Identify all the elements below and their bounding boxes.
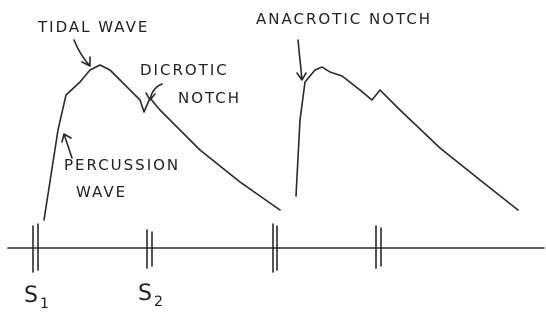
pulse-diagram: TIDAL WAVE DICROTIC NOTCH ANACROTIC NOTC…: [0, 0, 546, 312]
label-anacrotic-notch: ANACROTIC NOTCH: [256, 10, 432, 28]
label-s1: S1: [24, 283, 51, 312]
label-percussion: PERCUSSION: [64, 156, 180, 174]
pulse-wave-2: [296, 67, 518, 210]
label-part: S: [138, 281, 154, 306]
label-wave: WAVE: [76, 183, 127, 201]
label-part: 1: [40, 296, 51, 312]
label-notch: NOTCH: [178, 89, 241, 107]
label-s2: S2: [138, 281, 165, 310]
label-part: S: [24, 283, 40, 308]
label-dicrotic: DICROTIC: [140, 61, 229, 79]
label-tidal-wave: TIDAL WAVE: [37, 18, 149, 36]
label-part: 2: [154, 294, 165, 310]
